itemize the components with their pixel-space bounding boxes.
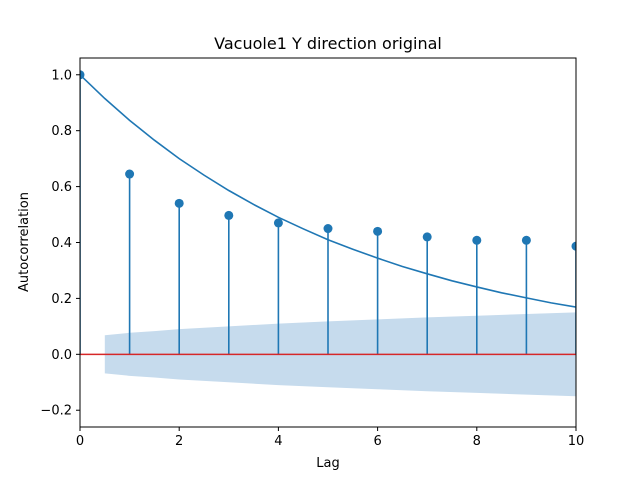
x-tick-label-6: 6 — [373, 434, 381, 449]
y-axis-label: Autocorrelation — [17, 192, 32, 292]
y-tick-label-5: 0.8 — [51, 124, 72, 139]
y-tick-label-2: 0.2 — [51, 292, 72, 307]
stem-marker-lag-1 — [125, 169, 135, 179]
x-tick-label-8: 8 — [473, 434, 481, 449]
stem-marker-lag-2 — [174, 198, 184, 208]
stem-marker-lag-10 — [571, 241, 576, 251]
y-tick-label-6: 1.0 — [51, 68, 72, 83]
stem-marker-lag-8 — [472, 235, 482, 245]
plot-area: 0 2 4 6 8 10 −0.2 0.0 0.2 0.4 0.6 0.8 1.0 — [40, 57, 585, 449]
stem-marker-lag-9 — [521, 235, 531, 245]
chart-title: Vacuole1 Y direction original — [214, 34, 442, 53]
stem-marker-lag-3 — [224, 210, 234, 220]
plot-marks — [80, 70, 576, 397]
y-tick-label-1: 0.0 — [51, 348, 72, 363]
x-tick-label-2: 2 — [175, 434, 183, 449]
y-tick-label-0: −0.2 — [40, 404, 72, 419]
y-tick-label-3: 0.4 — [51, 236, 72, 251]
y-tick-label-4: 0.6 — [51, 180, 72, 195]
x-tick-label-0: 0 — [76, 434, 84, 449]
decay-curve — [80, 74, 576, 308]
stem-marker-lag-4 — [273, 218, 283, 228]
x-axis-label: Lag — [316, 456, 339, 471]
stem-marker-lag-0 — [80, 70, 85, 80]
stem-marker-lag-6 — [373, 226, 383, 236]
stem-marker-lag-5 — [323, 224, 333, 234]
stem-marker-lag-7 — [422, 232, 432, 242]
x-tick-label-10: 10 — [568, 434, 585, 449]
x-tick-label-4: 4 — [274, 434, 282, 449]
